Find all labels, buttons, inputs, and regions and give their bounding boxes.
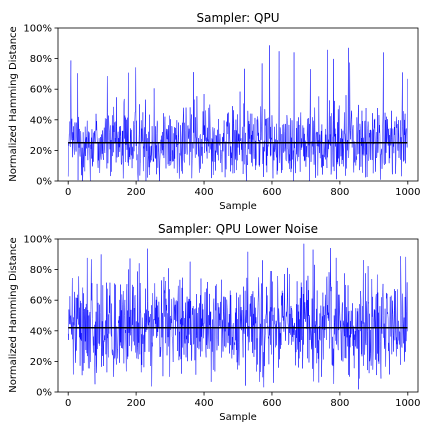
x-tick-label: 600 — [262, 398, 281, 409]
plot-frame — [57, 27, 419, 182]
y-tick-label: 0% — [36, 177, 52, 188]
y-tick-label: 40% — [30, 115, 52, 126]
y-axis-label: Normalized Hamming Distance — [8, 26, 19, 181]
x-axis-label: Sample — [219, 201, 257, 212]
x-tick-label: 1000 — [395, 398, 420, 409]
y-tick-label: 100% — [23, 235, 52, 246]
x-tick-label: 200 — [127, 187, 146, 198]
x-tick-label: 600 — [262, 187, 281, 198]
x-tick-label: 0 — [65, 187, 71, 198]
x-tick-label: 200 — [127, 398, 146, 409]
series-samples — [67, 243, 408, 390]
x-tick-label: 0 — [65, 398, 71, 409]
chart-title: Sampler: QPU — [196, 11, 279, 25]
y-tick-label: 60% — [30, 296, 52, 307]
x-tick-label: 400 — [194, 398, 213, 409]
series-samples — [67, 45, 408, 182]
chart-qpu: Sampler: QPU 0 200 400 600 800 1000 0% 20% 40% 6… — [8, 11, 421, 212]
sample-line — [67, 45, 408, 182]
plot-frame — [57, 238, 419, 393]
x-ticks: 0 200 400 600 800 1000 — [65, 392, 421, 409]
y-tick-label: 60% — [30, 85, 52, 96]
chart-qpu-lower-noise: Sampler: QPU Lower Noise 0 200 400 600 800 10… — [8, 222, 421, 423]
sample-line — [67, 243, 408, 390]
x-tick-label: 400 — [194, 187, 213, 198]
x-ticks: 0 200 400 600 800 1000 — [65, 181, 421, 198]
x-axis-label: Sample — [219, 412, 257, 423]
y-tick-label: 100% — [23, 24, 52, 35]
x-tick-label: 800 — [330, 398, 349, 409]
y-tick-label: 0% — [36, 388, 52, 399]
y-tick-label: 80% — [30, 265, 52, 276]
y-tick-label: 20% — [30, 146, 52, 157]
y-tick-label: 40% — [30, 326, 52, 337]
x-tick-label: 800 — [330, 187, 349, 198]
y-tick-label: 80% — [30, 54, 52, 65]
y-ticks: 0% 20% 40% 60% 80% 100% — [23, 235, 58, 399]
y-axis-label: Normalized Hamming Distance — [8, 237, 19, 392]
y-tick-label: 20% — [30, 357, 52, 368]
y-ticks: 0% 20% 40% 60% 80% 100% — [23, 24, 58, 188]
x-tick-label: 1000 — [395, 187, 420, 198]
chart-title: Sampler: QPU Lower Noise — [158, 222, 318, 236]
